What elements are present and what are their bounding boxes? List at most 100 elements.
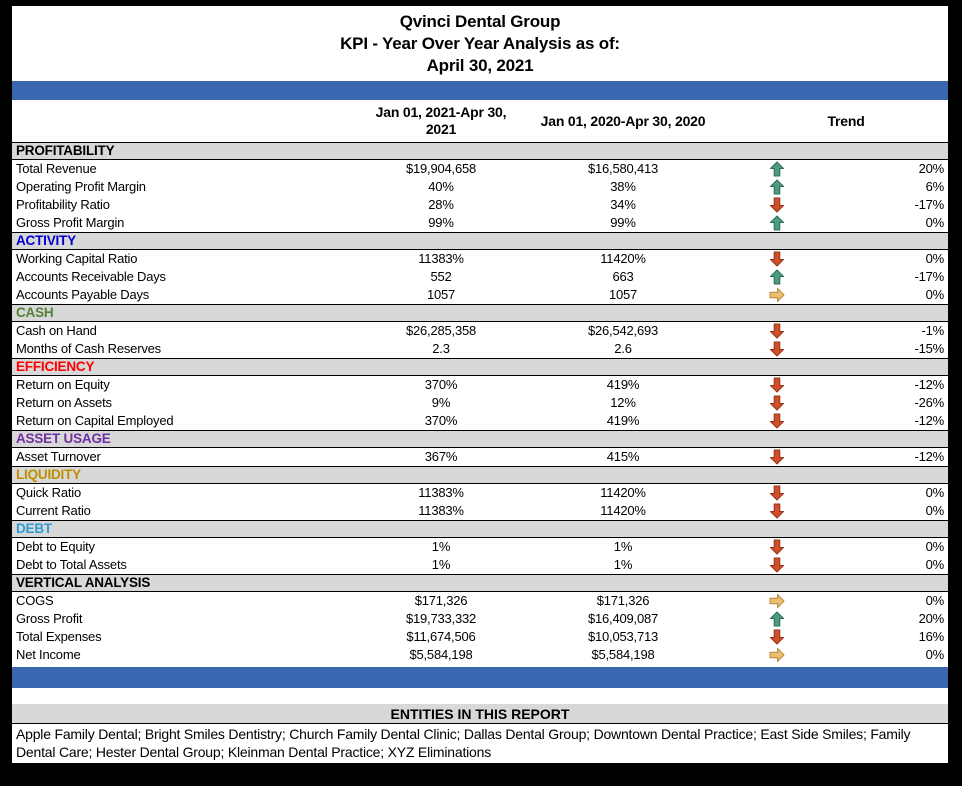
value-prior-period: 12% (610, 395, 636, 410)
value-current-period: 28% (428, 197, 454, 212)
row-label: COGS (16, 593, 54, 608)
trend-arrow-icon (724, 413, 830, 429)
trend-percent: 0% (925, 287, 945, 302)
row-label: Return on Assets (16, 395, 112, 410)
section-header-liquidity: LIQUIDITY (12, 466, 948, 484)
row-label: Profitability Ratio (16, 197, 110, 212)
value-prior-period: 34% (610, 197, 636, 212)
trend-arrow-icon (724, 539, 830, 555)
trend-percent: -17% (914, 269, 944, 284)
trend-arrow-icon (724, 197, 830, 213)
trend-arrow-icon (724, 629, 830, 645)
prior-period-header: Jan 01, 2020-Apr 30, 2020 (540, 112, 706, 129)
section-header-vertical-analysis: VERTICAL ANALYSIS (12, 574, 948, 592)
trend-percent: -15% (914, 341, 944, 356)
report-date: April 30, 2021 (426, 56, 534, 75)
entities-header: ENTITIES IN THIS REPORT (12, 704, 948, 724)
value-prior-period: 1057 (608, 287, 638, 302)
trend-arrow-icon (724, 647, 830, 663)
row-label: Current Ratio (16, 503, 91, 518)
value-current-period: 40% (428, 179, 454, 194)
table-row: Quick Ratio 11383% 11420% 0% (12, 484, 948, 502)
trend-percent: -12% (914, 449, 944, 464)
trend-arrow-icon (724, 161, 830, 177)
value-prior-period: 419% (606, 413, 640, 428)
table-row: COGS $171,326 $171,326 0% (12, 592, 948, 610)
trend-percent: 0% (925, 647, 945, 662)
table-row: Total Revenue $19,904,658 $16,580,413 20… (12, 160, 948, 178)
value-current-period: 1% (431, 557, 451, 572)
row-label: Operating Profit Margin (16, 179, 146, 194)
value-prior-period: 1% (613, 539, 633, 554)
trend-arrow-icon (724, 611, 830, 627)
table-row: Working Capital Ratio 11383% 11420% 0% (12, 250, 948, 268)
kpi-report: Qvinci Dental Group KPI - Year Over Year… (10, 4, 950, 766)
trend-percent: -12% (914, 377, 944, 392)
trend-percent: -1% (921, 323, 944, 338)
table-row: Net Income $5,584,198 $5,584,198 0% (12, 646, 948, 664)
table-row: Gross Profit Margin 99% 99% 0% (12, 214, 948, 232)
value-current-period: 370% (424, 377, 458, 392)
trend-arrow-icon (724, 449, 830, 465)
company-name: Qvinci Dental Group (399, 12, 561, 31)
row-label: Return on Equity (16, 377, 110, 392)
trend-arrow-icon (724, 287, 830, 303)
value-current-period: $11,674,506 (406, 629, 476, 644)
trend-arrow-icon (724, 323, 830, 339)
trend-column-header: Trend (827, 112, 865, 129)
trend-arrow-icon (724, 215, 830, 231)
trend-percent: -17% (914, 197, 944, 212)
row-label: Gross Profit (16, 611, 83, 626)
row-label: Months of Cash Reserves (16, 341, 161, 356)
value-current-period: 1057 (426, 287, 456, 302)
table-row: Months of Cash Reserves 2.3 2.6 -15% (12, 340, 948, 358)
table-row: Return on Assets 9% 12% -26% (12, 394, 948, 412)
trend-percent: 0% (925, 539, 945, 554)
value-current-period: 11383% (418, 251, 464, 266)
value-prior-period: 415% (606, 449, 640, 464)
value-prior-period: $171,326 (596, 593, 650, 608)
table-row: Gross Profit $19,733,332 $16,409,087 20% (12, 610, 948, 628)
value-prior-period: $10,053,713 (587, 629, 659, 644)
trend-arrow-icon (724, 179, 830, 195)
trend-percent: 20% (918, 161, 945, 176)
trend-percent: 20% (918, 611, 945, 626)
section-header-asset-usage: ASSET USAGE (12, 430, 948, 448)
value-prior-period: 419% (606, 377, 640, 392)
table-row: Accounts Payable Days 1057 1057 0% (12, 286, 948, 304)
row-label: Working Capital Ratio (16, 251, 138, 266)
row-label: Total Revenue (16, 161, 97, 176)
table-row: Debt to Equity 1% 1% 0% (12, 538, 948, 556)
trend-arrow-icon (724, 503, 830, 519)
value-current-period: 1% (431, 539, 451, 554)
trend-percent: 0% (925, 503, 945, 518)
table-row: Debt to Total Assets 1% 1% 0% (12, 556, 948, 574)
trend-percent: 0% (925, 557, 945, 572)
row-label: Debt to Total Assets (16, 557, 127, 572)
row-label: Total Expenses (16, 629, 102, 644)
trend-percent: 0% (925, 593, 945, 608)
bottom-divider-bar (12, 667, 948, 688)
table-row: Current Ratio 11383% 11420% 0% (12, 502, 948, 520)
trend-arrow-icon (724, 377, 830, 393)
value-current-period: 11383% (418, 503, 464, 518)
trend-arrow-icon (724, 593, 830, 609)
section-header-activity: ACTIVITY (12, 232, 948, 250)
table-row: Return on Equity 370% 419% -12% (12, 376, 948, 394)
trend-percent: 0% (925, 251, 945, 266)
report-type: KPI - Year Over Year Analysis as of: (340, 34, 620, 53)
value-current-period: $19,904,658 (405, 161, 477, 176)
value-current-period: 99% (428, 215, 454, 230)
table-row: Profitability Ratio 28% 34% -17% (12, 196, 948, 214)
table-row: Return on Capital Employed 370% 419% -12… (12, 412, 948, 430)
value-prior-period: 38% (610, 179, 636, 194)
value-prior-period: 99% (610, 215, 636, 230)
column-header-row: Jan 01, 2021-Apr 30, 2021 Jan 01, 2020-A… (12, 100, 948, 142)
row-label: Accounts Payable Days (16, 287, 150, 302)
value-prior-period: $5,584,198 (591, 647, 655, 662)
section-header-efficiency: EFFICIENCY (12, 358, 948, 376)
value-prior-period: 11420% (600, 503, 646, 518)
trend-percent: -12% (914, 413, 944, 428)
value-current-period: 11383% (418, 485, 464, 500)
trend-arrow-icon (724, 251, 830, 267)
